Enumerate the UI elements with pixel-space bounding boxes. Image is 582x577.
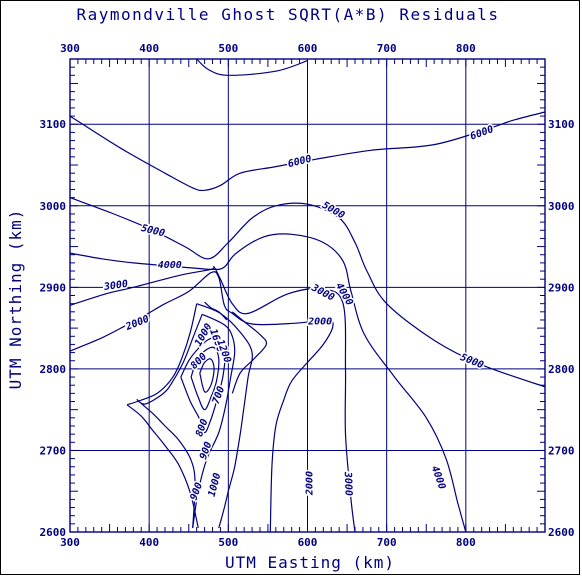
x-tick-label-bottom: 800: [456, 536, 476, 549]
contour-lines: [69, 58, 546, 533]
x-tick-label-bottom: 600: [298, 536, 318, 549]
x-axis-label: UTM Easting (km): [225, 553, 395, 572]
x-tick-label-bottom: 700: [377, 536, 397, 549]
x-tick-label-top: 600: [298, 42, 318, 55]
contour-line-6000: [69, 111, 546, 192]
y-tick-label-right: 2800: [548, 363, 575, 376]
contour-line-6000: [196, 58, 308, 76]
y-tick-label-left: 2800: [40, 363, 67, 376]
contour-line-1000: [126, 303, 198, 406]
contour-label: 4000: [158, 260, 182, 271]
contour-line-2000: [69, 271, 334, 533]
y-tick-labels-right: 2600 2700 2800 2900 3000 3100: [548, 118, 575, 539]
plot-border: [69, 58, 546, 533]
y-tick-labels-left: 2600 2700 2800 2900 3000 3100: [40, 118, 67, 539]
x-tick-label-top: 400: [139, 42, 159, 55]
x-tick-label-top: 800: [456, 42, 476, 55]
contour-label: 2000: [307, 316, 332, 327]
y-tick-label-right: 2700: [548, 444, 575, 457]
contour-label: 2000: [124, 314, 151, 334]
x-tick-label-bottom: 400: [139, 536, 159, 549]
contour-line-1200: [231, 311, 268, 394]
y-tick-label-left: 3000: [40, 200, 67, 213]
contour-line-700: [180, 336, 226, 434]
contour-line-4000: [69, 233, 467, 533]
y-tick-label-right: 3000: [548, 200, 575, 213]
contour-line-5000: [69, 197, 546, 388]
contour-label: 5000: [320, 200, 346, 222]
contour-label: 2000: [305, 471, 316, 496]
grid-lines: [70, 59, 545, 532]
y-tick-label-right: 3100: [548, 118, 575, 131]
contour-label: 3000: [342, 471, 354, 496]
contour-label: 3000: [102, 279, 128, 293]
y-tick-label-left: 2600: [40, 526, 67, 539]
x-tick-label-bottom: 300: [60, 536, 80, 549]
x-tick-label-top: 500: [218, 42, 238, 55]
x-tick-label-top: 700: [377, 42, 397, 55]
y-axis-label: UTM Northing (km): [6, 209, 25, 390]
contour-label: 1000: [207, 472, 224, 498]
contour-line-3000: [69, 265, 356, 533]
y-tick-label-left: 2700: [40, 444, 67, 457]
contour-line-800: [136, 314, 203, 528]
x-tick-labels-bottom: 300 400 500 600 700 800: [60, 536, 476, 549]
contour-label: 6000: [287, 154, 313, 171]
contour-line-1600: [204, 301, 228, 321]
y-tick-label-left: 3100: [40, 118, 67, 131]
contour-line-1000: [196, 303, 253, 529]
contour-label: 4000: [429, 465, 448, 491]
y-tick-label-left: 2900: [40, 281, 67, 294]
contour-label: 3000: [309, 282, 336, 303]
x-tick-label-top: 300: [60, 42, 80, 55]
contour-label: 900: [198, 440, 215, 461]
contour-label: 900: [189, 481, 206, 502]
contour-label: 800: [194, 418, 211, 439]
contour-line-800: [192, 313, 236, 528]
contour-label: 700: [211, 385, 228, 406]
contour-label: 6000: [469, 124, 495, 143]
contour-line-900: [126, 404, 199, 529]
x-tick-labels-top: 300 400 500 600 700 800: [60, 42, 476, 55]
y-tick-label-right: 2900: [548, 281, 575, 294]
contour-label: 5000: [140, 223, 166, 240]
contour-line-500: [199, 358, 215, 393]
chart-title: Raymondville Ghost SQRT(A*B) Residuals: [76, 5, 499, 24]
x-tick-label-bottom: 500: [218, 536, 238, 549]
y-tick-label-right: 2600: [548, 526, 575, 539]
minor-ticks: [70, 59, 545, 532]
contour-line-600: [190, 346, 220, 411]
